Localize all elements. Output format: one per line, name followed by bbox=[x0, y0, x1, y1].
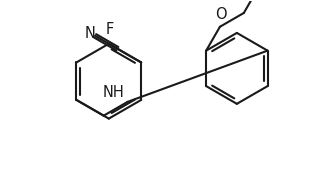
Text: NH: NH bbox=[103, 85, 125, 100]
Text: N: N bbox=[85, 26, 96, 41]
Text: O: O bbox=[215, 7, 227, 22]
Text: F: F bbox=[106, 22, 114, 37]
